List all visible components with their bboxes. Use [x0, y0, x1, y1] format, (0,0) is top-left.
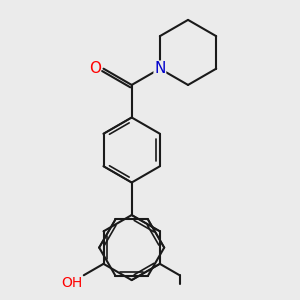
- Text: O: O: [89, 61, 101, 76]
- Text: N: N: [154, 61, 166, 76]
- Text: OH: OH: [61, 276, 82, 290]
